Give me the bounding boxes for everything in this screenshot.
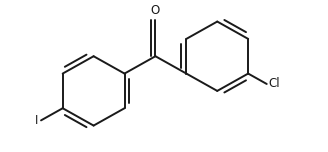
Text: Cl: Cl <box>269 78 280 90</box>
Text: O: O <box>151 4 160 17</box>
Text: I: I <box>35 114 38 127</box>
